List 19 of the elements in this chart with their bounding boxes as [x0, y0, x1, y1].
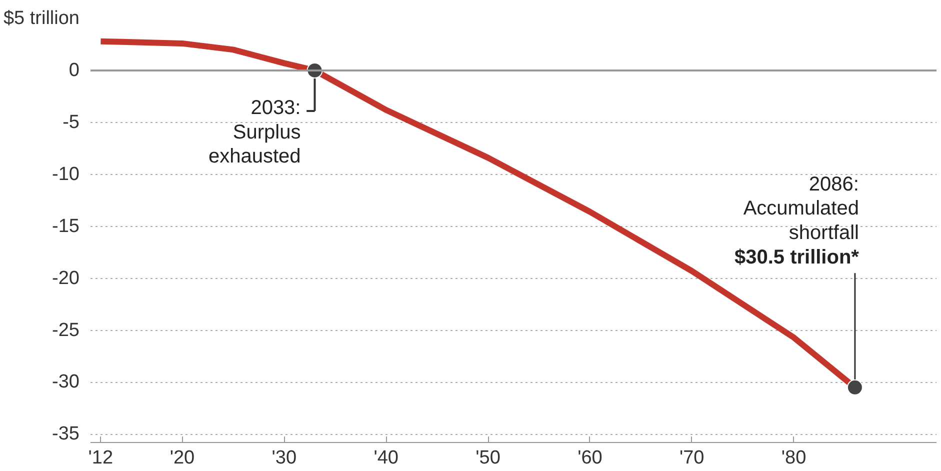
y-tick-label: -20	[52, 268, 80, 289]
y-tick-label: -10	[52, 164, 80, 185]
x-tick-label: '50	[476, 448, 500, 468]
y-tick-label: -35	[52, 424, 80, 445]
y-tick-label: $5 trillion	[3, 8, 80, 29]
x-tick-label: '70	[679, 448, 704, 468]
x-tick-label: '30	[272, 448, 297, 468]
annotation: 2033: Surplus exhausted	[208, 96, 301, 168]
x-tick-label: '60	[578, 448, 602, 468]
x-tick-label: '80	[781, 448, 806, 468]
y-tick-label: -25	[52, 320, 80, 341]
y-tick-label: -30	[52, 372, 80, 393]
y-tick-label: 0	[68, 60, 80, 81]
annotation: 2086: Accumulated shortfall $30.5 trillion*	[734, 173, 860, 269]
x-tick-label: '40	[374, 448, 398, 468]
y-tick-label: -15	[52, 216, 80, 237]
x-tick-label: '20	[170, 448, 195, 468]
y-tick-label: -5	[62, 112, 80, 133]
x-tick-label: '12	[88, 448, 114, 468]
